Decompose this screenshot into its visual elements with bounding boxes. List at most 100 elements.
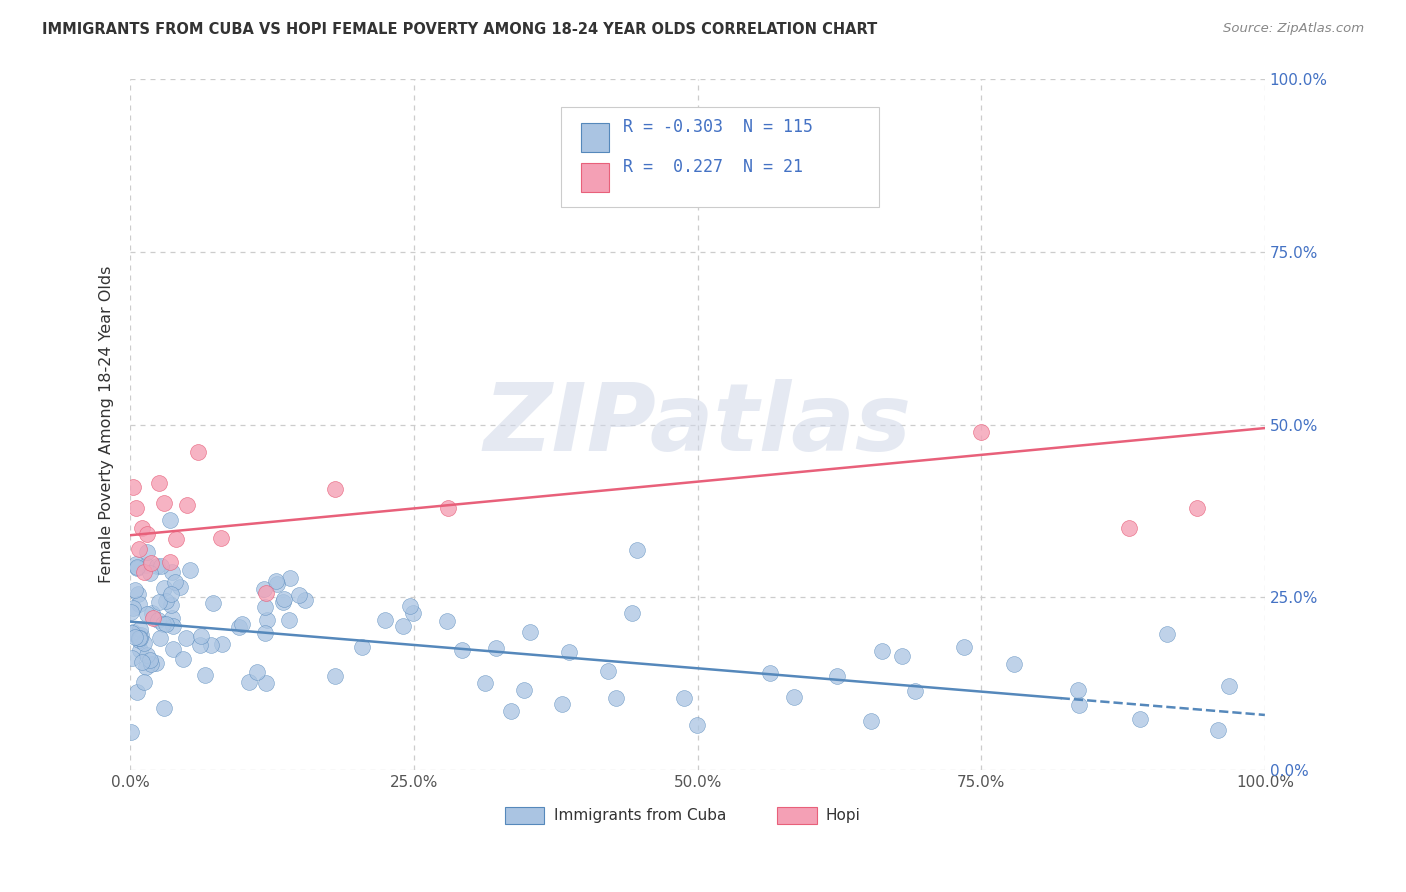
Point — [246, 665, 269, 679]
Point — [122, 625, 145, 640]
Point — [160, 566, 183, 580]
Point — [271, 595, 294, 609]
Point — [264, 574, 287, 588]
FancyBboxPatch shape — [561, 107, 879, 207]
Point — [127, 560, 149, 574]
Point — [128, 632, 150, 646]
Point — [187, 445, 209, 459]
Point — [120, 724, 142, 739]
Point — [131, 655, 153, 669]
Point — [131, 521, 153, 535]
Point — [139, 657, 162, 672]
Point — [1218, 679, 1240, 693]
Point — [1129, 712, 1152, 726]
Point — [228, 620, 250, 634]
Point — [402, 606, 425, 620]
Point — [135, 558, 157, 572]
Point — [132, 636, 155, 650]
Point — [135, 607, 157, 621]
Point — [176, 499, 198, 513]
Text: R =  0.227  N = 21: R = 0.227 N = 21 — [623, 159, 803, 177]
Point — [1002, 657, 1025, 671]
Point — [155, 594, 177, 608]
Point — [122, 600, 145, 615]
Text: ZIPatlas: ZIPatlas — [484, 378, 911, 471]
Point — [323, 669, 346, 683]
Point — [551, 697, 574, 711]
Point — [148, 476, 170, 491]
Point — [1185, 500, 1208, 515]
Point — [129, 627, 152, 641]
Point — [188, 638, 211, 652]
Point — [179, 563, 201, 577]
Point — [135, 660, 157, 674]
Point — [294, 592, 316, 607]
Point — [1067, 683, 1090, 698]
Point — [124, 630, 146, 644]
Point — [825, 669, 848, 683]
Point — [238, 674, 260, 689]
Point — [253, 582, 276, 596]
Point — [231, 616, 253, 631]
Point — [782, 690, 804, 705]
Point — [621, 606, 644, 620]
Point — [120, 605, 142, 619]
Point — [124, 582, 146, 597]
Point — [254, 626, 277, 640]
Point — [870, 644, 893, 658]
Text: IMMIGRANTS FROM CUBA VS HOPI FEMALE POVERTY AMONG 18-24 YEAR OLDS CORRELATION CH: IMMIGRANTS FROM CUBA VS HOPI FEMALE POVE… — [42, 22, 877, 37]
Point — [904, 684, 927, 698]
Point — [1118, 521, 1140, 535]
Point — [605, 690, 627, 705]
Point — [148, 595, 170, 609]
Point — [128, 622, 150, 636]
Point — [398, 599, 420, 613]
Point — [273, 592, 295, 607]
Point — [953, 640, 976, 654]
Point — [125, 500, 148, 515]
Point — [129, 642, 152, 657]
Point — [134, 675, 156, 690]
Point — [280, 571, 302, 585]
Point — [145, 559, 167, 574]
Point — [686, 718, 709, 732]
Point — [194, 668, 217, 682]
Point — [121, 625, 143, 640]
Point — [323, 482, 346, 496]
Point — [759, 665, 782, 680]
Point — [256, 613, 278, 627]
Point — [1156, 627, 1178, 641]
Point — [485, 640, 508, 655]
Point — [474, 675, 496, 690]
Point — [152, 617, 174, 632]
Point — [256, 585, 278, 599]
Point — [127, 561, 149, 575]
Point — [128, 632, 150, 647]
Point — [558, 645, 581, 659]
Point — [139, 653, 162, 667]
Point — [266, 577, 288, 591]
Point — [121, 651, 143, 665]
Point — [159, 587, 181, 601]
Point — [136, 526, 159, 541]
Point — [499, 704, 522, 718]
Y-axis label: Female Poverty Among 18-24 Year Olds: Female Poverty Among 18-24 Year Olds — [100, 266, 114, 583]
Point — [125, 557, 148, 571]
Point — [128, 542, 150, 557]
Point — [135, 648, 157, 662]
Text: Immigrants from Cuba: Immigrants from Cuba — [554, 807, 725, 822]
Bar — [581, 162, 609, 192]
Point — [152, 581, 174, 595]
Point — [153, 701, 176, 715]
Point — [153, 496, 176, 510]
Point — [512, 682, 534, 697]
Point — [121, 480, 143, 494]
Point — [253, 600, 276, 615]
Point — [150, 559, 173, 574]
Bar — [581, 122, 609, 152]
Point — [200, 638, 222, 652]
Point — [278, 613, 301, 627]
Point — [1206, 723, 1229, 737]
Point — [1069, 698, 1091, 713]
Point — [860, 714, 883, 728]
